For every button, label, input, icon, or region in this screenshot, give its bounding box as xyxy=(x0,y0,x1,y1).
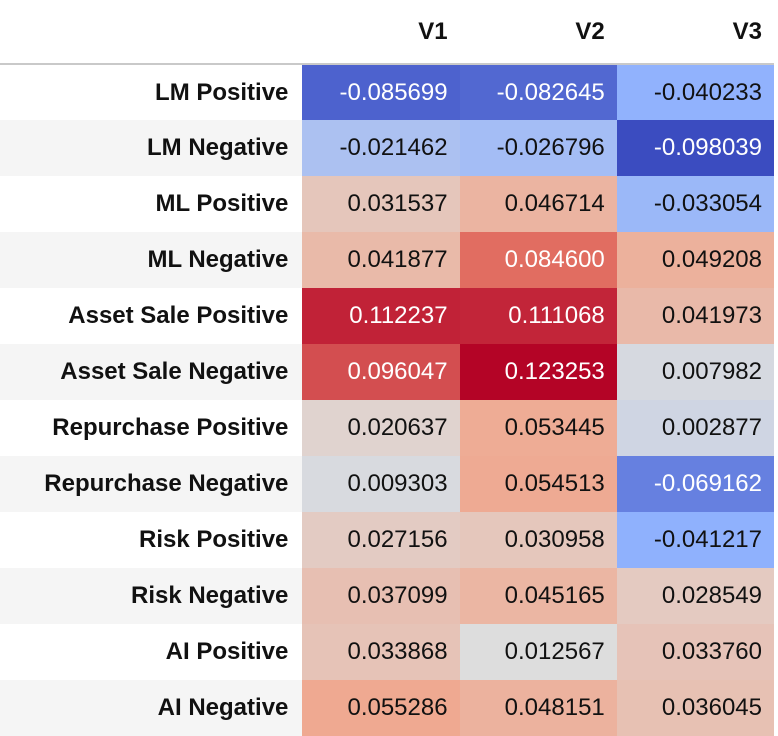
row-label: Asset Sale Negative xyxy=(0,344,303,400)
heatmap-cell: 0.033868 xyxy=(302,624,460,680)
header-row: V1 V2 V3 xyxy=(0,0,774,65)
heatmap-cell: 0.123253 xyxy=(459,344,617,400)
row-label: LM Positive xyxy=(0,64,303,120)
heatmap-cell: 0.046714 xyxy=(459,176,617,232)
heatmap-cell: 0.009303 xyxy=(302,456,460,512)
heatmap-row: LM Positive -0.085699 -0.082645 -0.040233 xyxy=(0,64,774,120)
heatmap-cell: 0.111068 xyxy=(459,288,617,344)
heatmap-cell: 0.036045 xyxy=(616,680,774,736)
heatmap-row: Repurchase Positive 0.020637 0.053445 0.002… xyxy=(0,400,774,456)
row-label: Asset Sale Positive xyxy=(0,288,303,344)
heatmap-cell: 0.049208 xyxy=(616,232,774,288)
heatmap-cell: 0.053445 xyxy=(459,400,617,456)
heatmap-cell: -0.026796 xyxy=(459,120,617,176)
heatmap-cell: -0.041217 xyxy=(616,512,774,568)
heatmap-cell: 0.112237 xyxy=(302,288,460,344)
heatmap-cell: -0.085699 xyxy=(302,64,460,120)
heatmap-cell: 0.037099 xyxy=(302,568,460,624)
row-label: ML Positive xyxy=(0,176,303,232)
heatmap-body: LM Positive -0.085699 -0.082645 -0.040233 LM… xyxy=(0,64,774,736)
heatmap-row: Risk Negative 0.037099 0.045165 0.028549 xyxy=(0,568,774,624)
heatmap-cell: 0.020637 xyxy=(302,400,460,456)
heatmap-row: AI Negative 0.055286 0.048151 0.036045 xyxy=(0,680,774,736)
heatmap-cell: 0.012567 xyxy=(459,624,617,680)
heatmap-cell: 0.033760 xyxy=(616,624,774,680)
row-label: Repurchase Negative xyxy=(0,456,303,512)
heatmap-cell: 0.007982 xyxy=(616,344,774,400)
heatmap-cell: 0.041877 xyxy=(302,232,460,288)
heatmap-cell: 0.002877 xyxy=(616,400,774,456)
row-label: AI Positive xyxy=(0,624,303,680)
heatmap-row: Repurchase Negative 0.009303 0.054513 -0.06… xyxy=(0,456,774,512)
heatmap-cell: 0.048151 xyxy=(459,680,617,736)
heatmap-cell: 0.041973 xyxy=(616,288,774,344)
corner-cell xyxy=(0,0,303,65)
heatmap-row: AI Positive 0.033868 0.012567 0.033760 xyxy=(0,624,774,680)
heatmap-cell: 0.084600 xyxy=(459,232,617,288)
heatmap-cell: 0.031537 xyxy=(302,176,460,232)
heatmap-cell: 0.030958 xyxy=(459,512,617,568)
column-header-v1: V1 xyxy=(302,0,460,65)
heatmap-cell: -0.069162 xyxy=(616,456,774,512)
heatmap-cell: 0.028549 xyxy=(616,568,774,624)
heatmap-cell: 0.045165 xyxy=(459,568,617,624)
row-label: Risk Negative xyxy=(0,568,303,624)
heatmap-cell: -0.033054 xyxy=(616,176,774,232)
column-header-v3: V3 xyxy=(616,0,774,65)
heatmap-cell: 0.027156 xyxy=(302,512,460,568)
heatmap-row: ML Positive 0.031537 0.046714 -0.033054 xyxy=(0,176,774,232)
heatmap-header: V1 V2 V3 xyxy=(0,0,774,65)
heatmap-cell: -0.098039 xyxy=(616,120,774,176)
heatmap-cell: 0.055286 xyxy=(302,680,460,736)
row-label: ML Negative xyxy=(0,232,303,288)
heatmap-cell: -0.021462 xyxy=(302,120,460,176)
row-label: Risk Positive xyxy=(0,512,303,568)
row-label: Repurchase Positive xyxy=(0,400,303,456)
row-label: LM Negative xyxy=(0,120,303,176)
heatmap-cell: -0.082645 xyxy=(459,64,617,120)
heatmap-row: Asset Sale Negative 0.096047 0.123253 0.007… xyxy=(0,344,774,400)
row-label: AI Negative xyxy=(0,680,303,736)
column-header-v2: V2 xyxy=(459,0,617,65)
heatmap-cell: -0.040233 xyxy=(616,64,774,120)
heatmap-row: Asset Sale Positive 0.112237 0.111068 0.041… xyxy=(0,288,774,344)
heatmap-row: ML Negative 0.041877 0.084600 0.049208 xyxy=(0,232,774,288)
heatmap-row: Risk Positive 0.027156 0.030958 -0.041217 xyxy=(0,512,774,568)
heatmap-cell: 0.054513 xyxy=(459,456,617,512)
heatmap-row: LM Negative -0.021462 -0.026796 -0.098039 xyxy=(0,120,774,176)
heatmap-cell: 0.096047 xyxy=(302,344,460,400)
